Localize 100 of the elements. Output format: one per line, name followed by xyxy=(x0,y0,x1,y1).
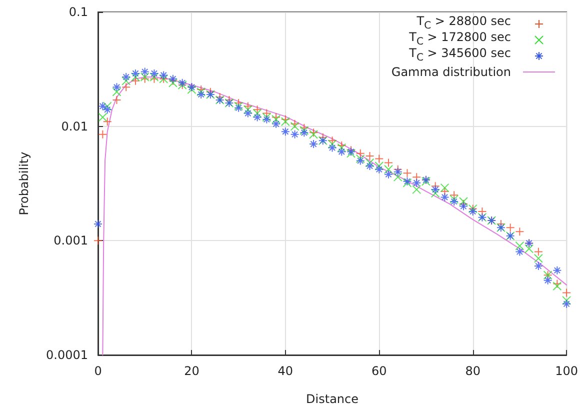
point xyxy=(534,254,543,263)
point xyxy=(384,170,393,179)
x-tick-label: 20 xyxy=(184,364,200,378)
legend-label: Gamma distribution xyxy=(391,64,511,80)
point xyxy=(130,76,140,86)
point xyxy=(534,262,543,271)
x-tick-label: 40 xyxy=(278,364,294,378)
x-tick-label: 60 xyxy=(371,364,387,378)
point xyxy=(112,87,122,96)
point xyxy=(374,154,384,164)
point xyxy=(552,282,562,291)
point xyxy=(562,299,572,308)
point xyxy=(440,186,450,196)
y-tick-label: 0.001 xyxy=(54,234,88,248)
y-axis-title: Probability xyxy=(17,152,31,216)
point xyxy=(562,296,572,305)
point xyxy=(272,119,281,128)
point xyxy=(328,140,337,149)
legend-label: T$_{C}$ > 28800 sec xyxy=(416,14,511,32)
point xyxy=(552,279,562,288)
line-series xyxy=(102,76,568,356)
point xyxy=(196,87,206,96)
point xyxy=(309,140,318,149)
point xyxy=(94,219,102,228)
point xyxy=(458,202,468,211)
point xyxy=(450,190,459,200)
point xyxy=(196,90,206,99)
point xyxy=(280,114,290,124)
point xyxy=(252,112,262,122)
point xyxy=(280,117,290,126)
point xyxy=(506,223,515,232)
point xyxy=(337,147,346,156)
point xyxy=(450,197,459,206)
point xyxy=(356,148,365,158)
point xyxy=(300,126,309,135)
legend-label: T$_{C}$ > 345600 sec xyxy=(409,45,511,66)
point xyxy=(102,102,112,111)
point xyxy=(290,119,300,128)
point xyxy=(122,82,131,92)
point xyxy=(122,72,131,82)
point xyxy=(412,178,422,188)
point xyxy=(365,152,374,161)
point xyxy=(515,227,524,236)
x-tick-label: 0 xyxy=(94,364,102,378)
point xyxy=(280,127,290,136)
point xyxy=(365,158,374,168)
point xyxy=(290,130,300,139)
point xyxy=(98,102,108,111)
point xyxy=(150,68,159,78)
point xyxy=(402,168,412,178)
point xyxy=(243,102,252,111)
point xyxy=(243,108,252,118)
point xyxy=(393,167,402,176)
point xyxy=(122,76,131,86)
point xyxy=(524,244,534,254)
point xyxy=(468,206,478,216)
y-tick-label: 0.01 xyxy=(61,119,88,134)
point xyxy=(328,136,337,146)
point xyxy=(552,266,562,275)
point xyxy=(450,194,459,204)
point xyxy=(252,108,262,118)
point xyxy=(337,143,346,152)
point xyxy=(430,185,440,194)
point xyxy=(393,172,402,182)
point xyxy=(384,164,393,174)
point xyxy=(159,70,168,80)
point xyxy=(440,192,450,202)
point xyxy=(384,158,393,168)
x-tick-label: 80 xyxy=(465,364,480,378)
legend-label: T$_{C}$ > 172800 sec xyxy=(409,30,511,48)
point xyxy=(112,95,122,104)
point xyxy=(98,130,108,139)
point xyxy=(328,143,337,152)
point xyxy=(440,183,450,192)
point xyxy=(374,161,384,170)
point xyxy=(534,247,543,256)
point xyxy=(252,105,262,114)
point xyxy=(430,188,440,198)
point xyxy=(515,241,524,250)
point xyxy=(365,161,374,170)
point xyxy=(102,117,112,126)
point xyxy=(130,72,140,82)
point xyxy=(562,288,572,298)
y-tick-label: 0.0001 xyxy=(46,348,88,362)
x-axis-title: Distance xyxy=(306,392,359,406)
point xyxy=(543,276,552,285)
y-tick-label: 0.1 xyxy=(68,5,88,19)
x-tick-label: 100 xyxy=(555,364,578,378)
point xyxy=(130,68,140,78)
point xyxy=(290,122,300,131)
point xyxy=(94,236,102,246)
point xyxy=(102,105,112,114)
point xyxy=(262,108,272,118)
point xyxy=(98,112,108,122)
point xyxy=(374,164,384,174)
point xyxy=(515,247,524,256)
point xyxy=(412,172,422,182)
point xyxy=(112,82,122,92)
point xyxy=(478,206,487,216)
point xyxy=(300,128,309,138)
